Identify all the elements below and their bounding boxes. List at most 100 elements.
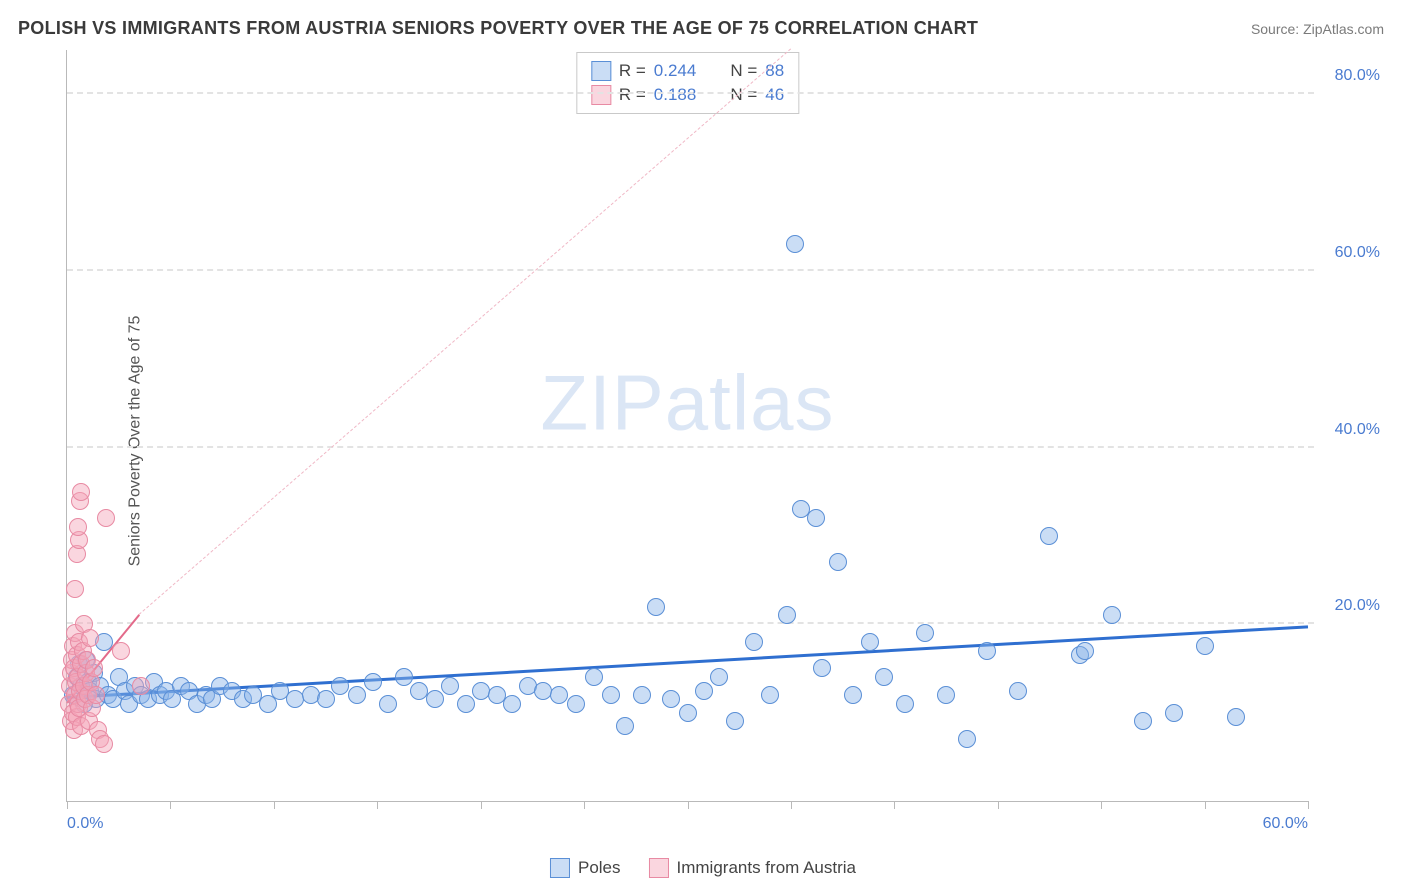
scatter-point [745,633,763,651]
legend: Poles Immigrants from Austria [550,858,856,878]
x-tick [67,801,68,809]
scatter-point [364,673,382,691]
scatter-point [662,690,680,708]
scatter-point [472,682,490,700]
correlation-stats-box: R = 0.244 N = 88R =0.188N =46 [576,52,799,114]
scatter-point [813,659,831,677]
plot-region: ZIPatlas R =0.244N =88R =0.188N =46 20.0… [66,50,1308,802]
scatter-point [1076,642,1094,660]
scatter-point [875,668,893,686]
legend-label: Poles [578,858,621,878]
legend-swatch [550,858,570,878]
chart-title: POLISH VS IMMIGRANTS FROM AUSTRIA SENIOR… [18,18,978,39]
legend-item: Poles [550,858,621,878]
y-tick-label: 20.0% [1335,597,1380,615]
x-tick [481,801,482,809]
gridline [67,446,1314,448]
watermark: ZIPatlas [540,357,834,448]
scatter-point [69,518,87,536]
x-tick-label: 0.0% [67,815,103,833]
scatter-point [861,633,879,651]
y-tick-label: 40.0% [1335,421,1380,439]
x-tick [1308,801,1309,809]
scatter-point [761,686,779,704]
scatter-point [844,686,862,704]
scatter-point [647,598,665,616]
scatter-point [1040,527,1058,545]
scatter-point [550,686,568,704]
scatter-point [679,704,697,722]
r-label: R = [619,61,646,81]
legend-swatch [649,858,669,878]
scatter-point [616,717,634,735]
scatter-point [937,686,955,704]
scatter-point [710,668,728,686]
chart-area: Seniors Poverty Over the Age of 75 ZIPat… [18,50,1388,832]
scatter-point [395,668,413,686]
x-tick [584,801,585,809]
scatter-point [978,642,996,660]
y-tick-label: 60.0% [1335,244,1380,262]
y-tick-label: 80.0% [1335,67,1380,85]
scatter-point [457,695,475,713]
scatter-point [958,730,976,748]
scatter-point [695,682,713,700]
r-value: 0.244 [654,61,697,81]
header: POLISH VS IMMIGRANTS FROM AUSTRIA SENIOR… [0,0,1406,47]
scatter-point [95,735,113,753]
scatter-point [726,712,744,730]
scatter-point [585,668,603,686]
stats-row: R =0.188N =46 [591,83,784,107]
scatter-point [132,677,150,695]
x-tick [688,801,689,809]
scatter-point [81,629,99,647]
scatter-point [567,695,585,713]
scatter-point [286,690,304,708]
scatter-point [916,624,934,642]
scatter-point [87,686,105,704]
x-tick [377,801,378,809]
scatter-point [503,695,521,713]
scatter-point [379,695,397,713]
gridline [67,92,1314,94]
x-tick [170,801,171,809]
legend-item: Immigrants from Austria [649,858,857,878]
r-value: 0.188 [654,85,697,105]
legend-swatch [591,61,611,81]
scatter-point [896,695,914,713]
x-tick [894,801,895,809]
gridline [67,269,1314,271]
watermark-bold: ZIP [540,358,664,446]
scatter-point [97,509,115,527]
scatter-point [633,686,651,704]
legend-swatch [591,85,611,105]
scatter-point [112,642,130,660]
scatter-point [778,606,796,624]
scatter-point [1009,682,1027,700]
scatter-point [85,659,103,677]
scatter-point [426,690,444,708]
scatter-point [534,682,552,700]
scatter-point [72,483,90,501]
scatter-point [410,682,428,700]
scatter-point [66,580,84,598]
x-tick [274,801,275,809]
scatter-point [786,235,804,253]
source-attribution: Source: ZipAtlas.com [1251,21,1384,37]
scatter-point [602,686,620,704]
scatter-point [1103,606,1121,624]
x-tick [998,801,999,809]
scatter-point [331,677,349,695]
n-value: 88 [765,61,784,81]
gridline [67,622,1314,624]
scatter-point [807,509,825,527]
watermark-light: atlas [665,358,835,446]
scatter-point [829,553,847,571]
x-tick [1101,801,1102,809]
n-label: N = [730,61,757,81]
x-tick [1205,801,1206,809]
x-tick [791,801,792,809]
scatter-point [317,690,335,708]
n-value: 46 [765,85,784,105]
x-tick-label: 60.0% [1263,815,1308,833]
